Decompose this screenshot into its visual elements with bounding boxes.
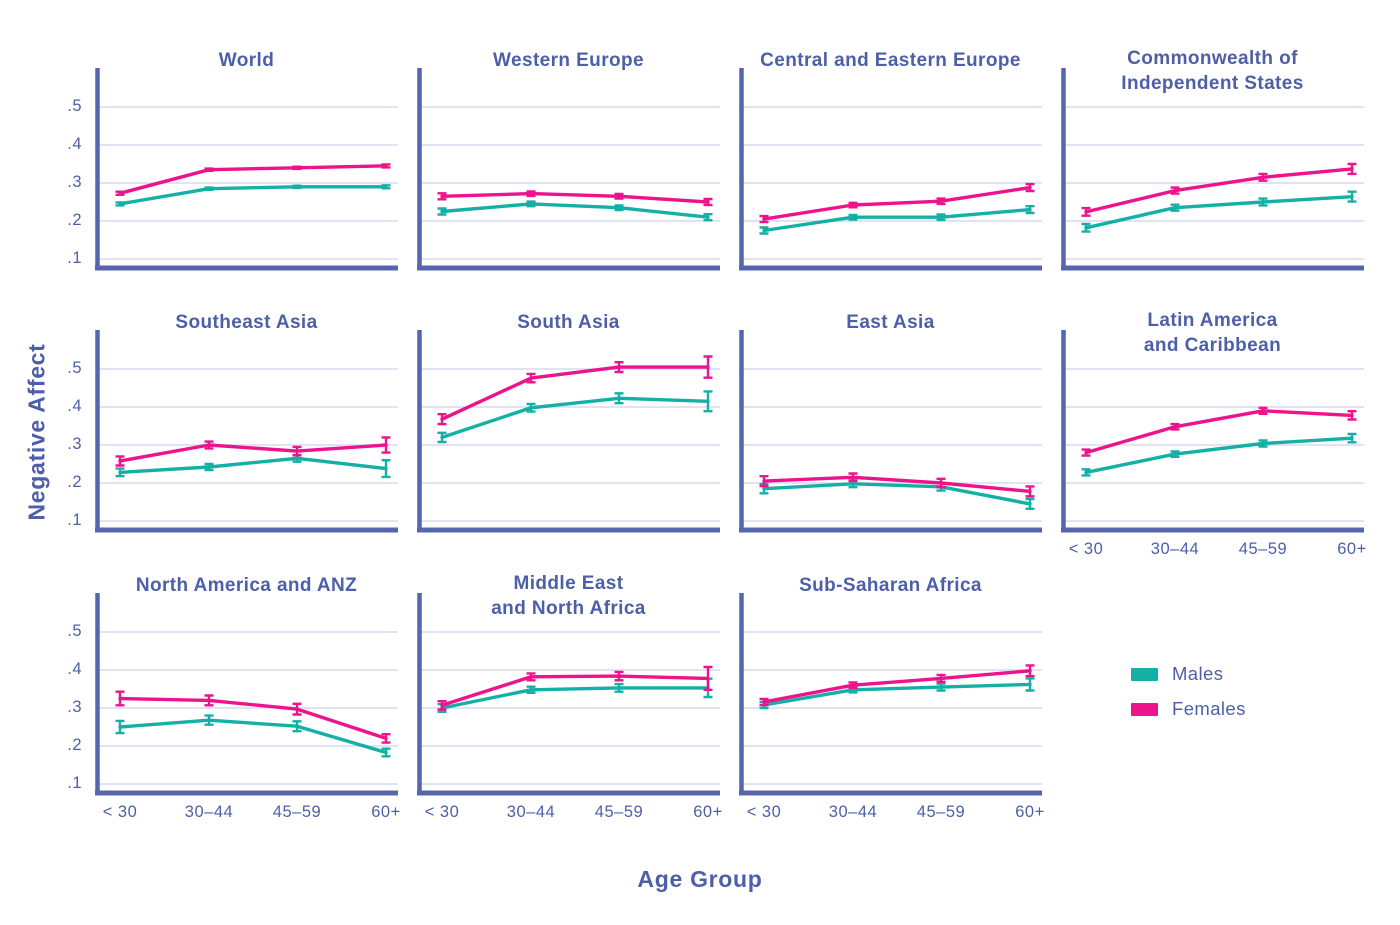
panel-plot-western-europe xyxy=(417,68,720,271)
x-tick-label: 60+ xyxy=(693,803,723,821)
males-line xyxy=(118,456,388,475)
females-line xyxy=(1084,409,1354,455)
panel-plot-east-asia xyxy=(739,330,1042,533)
males-line xyxy=(1084,436,1354,475)
females-line xyxy=(762,185,1032,221)
y-tick-label: .2 xyxy=(67,211,82,230)
females-line xyxy=(762,669,1032,704)
x-tick-label: 60+ xyxy=(371,803,401,821)
females-line xyxy=(118,164,388,196)
x-tick-label: < 30 xyxy=(424,803,460,821)
legend-item-females: Females xyxy=(1131,697,1246,721)
x-tick-label: 30–44 xyxy=(1150,540,1200,558)
males-line xyxy=(440,686,710,710)
x-tick-label: 60+ xyxy=(1015,803,1045,821)
panel-plot-world xyxy=(95,68,398,271)
y-tick-label: .3 xyxy=(67,435,82,454)
y-tick-label: .1 xyxy=(67,249,82,268)
x-axis-title: Age Group xyxy=(637,866,763,892)
females-line xyxy=(440,674,710,708)
y-tick-label: .3 xyxy=(67,173,82,192)
males-line xyxy=(762,682,1032,707)
panel-plot-central-and-eastern-europe xyxy=(739,68,1042,271)
panel-plot-middle-east-and-north-africa xyxy=(417,593,720,796)
females-line xyxy=(1084,167,1354,214)
x-tick-label: < 30 xyxy=(1068,540,1104,558)
females-swatch xyxy=(1131,702,1158,716)
females-label: Females xyxy=(1172,698,1246,719)
x-tick-label: < 30 xyxy=(746,803,782,821)
x-tick-label: 45–59 xyxy=(272,803,322,821)
legend-item-males: Males xyxy=(1131,662,1246,686)
y-tick-label: .4 xyxy=(67,135,82,154)
males-error-bars xyxy=(759,205,1035,235)
females-line xyxy=(440,191,710,204)
males-line xyxy=(762,207,1032,233)
y-tick-label: .5 xyxy=(67,359,82,378)
panel-plot-southeast-asia xyxy=(95,330,398,533)
y-tick-label: .1 xyxy=(67,774,82,793)
x-tick-label: 30–44 xyxy=(184,803,234,821)
panel-plot-latin-america-and-caribbean xyxy=(1061,330,1364,533)
males-line xyxy=(440,202,710,219)
x-tick-label: 45–59 xyxy=(594,803,644,821)
x-tick-label: 30–44 xyxy=(506,803,556,821)
panel-plot-commonwealth-of-independent-states xyxy=(1061,68,1364,271)
y-tick-label: .2 xyxy=(67,736,82,755)
males-line xyxy=(762,482,1032,506)
panel-plot-sub-saharan-africa xyxy=(739,593,1042,796)
males-line xyxy=(1084,194,1354,230)
panel-plot-south-asia xyxy=(417,330,720,533)
y-tick-label: .4 xyxy=(67,660,82,679)
x-tick-label: 45–59 xyxy=(1238,540,1288,558)
males-line xyxy=(118,185,388,206)
y-tick-label: .4 xyxy=(67,397,82,416)
males-swatch xyxy=(1131,667,1158,681)
legend: Males Females xyxy=(1131,662,1246,732)
y-tick-label: .3 xyxy=(67,698,82,717)
females-line xyxy=(118,696,388,741)
panel-plot-north-america-and-anz xyxy=(95,593,398,796)
y-tick-label: .5 xyxy=(67,97,82,116)
x-tick-label: < 30 xyxy=(102,803,138,821)
x-tick-label: 45–59 xyxy=(916,803,966,821)
x-tick-label: 60+ xyxy=(1337,540,1367,558)
females-line xyxy=(440,365,710,421)
y-tick-label: .5 xyxy=(67,622,82,641)
males-line xyxy=(118,718,388,755)
males-label: Males xyxy=(1172,663,1224,684)
females-line xyxy=(118,443,388,463)
y-tick-label: .2 xyxy=(67,473,82,492)
males-line xyxy=(440,396,710,440)
y-tick-label: .1 xyxy=(67,511,82,530)
females-line xyxy=(762,475,1032,494)
x-tick-label: 30–44 xyxy=(828,803,878,821)
